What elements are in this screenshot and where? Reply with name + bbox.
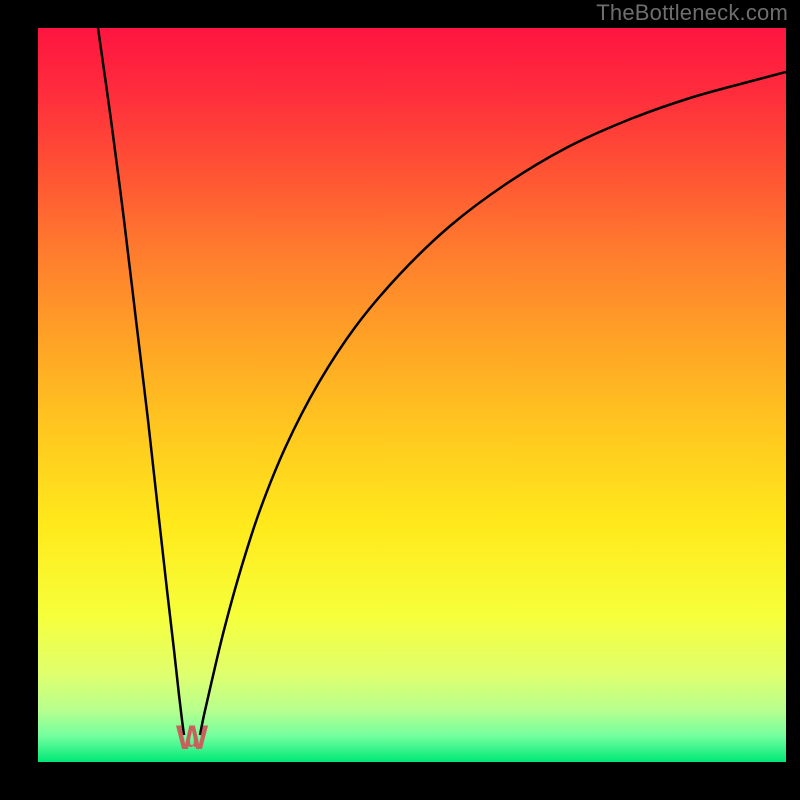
chart-container: { "watermark": { "text": "TheBottleneck.… <box>0 0 800 800</box>
marker-inner-glyph: u <box>187 731 198 751</box>
watermark-text: TheBottleneck.com <box>596 0 788 26</box>
minimum-marker: W u <box>176 719 209 757</box>
bottleneck-chart: W u <box>0 0 800 800</box>
chart-gradient-background <box>38 28 786 762</box>
